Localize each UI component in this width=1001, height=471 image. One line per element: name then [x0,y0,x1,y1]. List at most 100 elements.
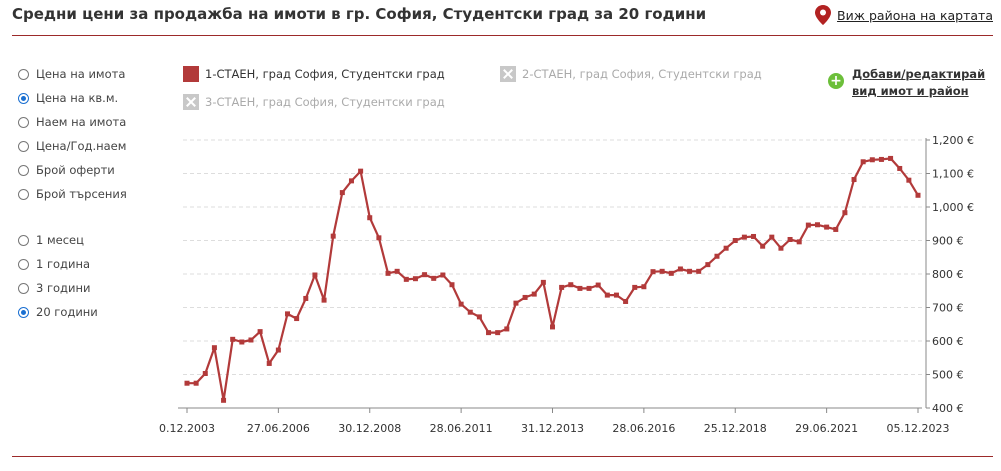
data-point [202,370,208,376]
data-point [833,226,839,232]
radio-icon[interactable] [18,116,29,128]
header-divider [12,35,993,36]
data-point [531,291,537,297]
data-point [668,270,674,276]
data-point [796,239,802,245]
data-point [403,276,409,282]
legend-swatch-disabled-icon [500,66,516,82]
period-option-3-years[interactable]: 3 години [18,276,98,300]
metric-option-price[interactable]: Цена на имота [18,62,127,86]
x-tick-label: 28.06.2011 [430,422,493,435]
x-tick-label: 31.12.2013 [521,422,584,435]
data-point [732,238,738,243]
data-point [486,330,492,336]
radio-icon[interactable] [18,258,29,270]
data-point [878,156,884,162]
data-point [842,210,848,216]
metric-option-rent[interactable]: Наем на имота [18,110,127,134]
radio-checked-icon[interactable] [18,92,29,104]
view-map-link-label: Виж района на картата [837,7,993,23]
footer-divider [12,456,993,457]
data-point [440,272,446,278]
radio-checked-icon[interactable] [18,306,29,318]
x-tick-label: 30.12.2008 [338,422,401,435]
data-point [659,268,665,274]
x-axis-ticks: 0.12.2003 27.06.2006 30.12.2008 28.06.2011 3… [159,408,949,435]
data-point [495,330,501,336]
data-point [193,380,199,386]
data-point [285,311,291,317]
data-point [751,233,757,239]
data-point [778,245,784,251]
data-point [696,268,702,274]
data-point [211,345,217,351]
period-option-1-month[interactable]: 1 месец [18,228,98,252]
data-point [266,360,272,366]
metric-option-offers-count[interactable]: Брой оферти [18,158,127,182]
data-point [650,269,656,275]
data-point [568,282,574,288]
y-tick-label: 1,100 € [932,168,974,181]
data-point [312,272,318,278]
data-point [604,292,610,298]
x-tick-label: 0.12.2003 [159,422,215,435]
metric-option-price-per-sqm[interactable]: Цена на кв.м. [18,86,127,110]
data-point [687,268,693,274]
data-point [412,276,418,282]
data-point [476,314,482,320]
data-point [888,155,894,161]
legend-item-2-room[interactable]: 2-СТАЕН, град София, Студентски град [500,66,762,82]
y-tick-label: 800 € [932,268,964,281]
data-point [522,294,528,300]
x-tick-label: 28.06.2016 [612,422,675,435]
data-point [239,339,245,345]
series-1-room [184,155,921,403]
y-tick-label: 900 € [932,235,964,248]
data-point [321,297,327,303]
y-tick-label: 700 € [932,302,964,315]
data-point [851,177,857,183]
data-point [577,285,583,291]
legend-swatch-active-icon [183,66,199,82]
data-point [897,165,903,171]
data-point [431,275,437,281]
chart-gridlines [183,139,922,375]
radio-icon[interactable] [18,164,29,176]
metric-option-price-to-rent[interactable]: Цена/Год.наем [18,134,127,158]
data-point [248,337,254,343]
metric-option-searches-count[interactable]: Брой търсения [18,182,127,206]
data-point [294,316,300,322]
legend-item-3-room[interactable]: 3-СТАЕН, град София, Студентски град [183,94,445,110]
map-pin-icon [815,5,832,25]
data-point [184,380,190,386]
add-edit-property-link[interactable]: + Добави/редактирай вид имот и район [828,66,985,100]
data-point [367,215,373,221]
data-point [330,233,336,239]
radio-icon[interactable] [18,282,29,294]
data-point [513,300,519,306]
data-point [458,301,464,307]
data-point [595,282,601,288]
data-point [385,270,391,276]
radio-icon[interactable] [18,68,29,80]
radio-icon[interactable] [18,188,29,200]
view-map-link[interactable]: Виж района на картата [815,5,993,25]
radio-icon[interactable] [18,234,29,246]
data-point [723,245,729,251]
add-link-line-2: вид имот и район [852,84,969,98]
y-axis-ticks: 400 € 500 € 600 € 700 € 800 € 900 € 1,000 € 1,1… [926,134,974,415]
data-point [339,190,345,196]
data-point [814,222,820,228]
data-point [559,284,565,290]
data-point [467,309,473,315]
y-tick-label: 1,000 € [932,201,974,214]
data-point [230,336,236,342]
chart-axes [178,138,927,409]
data-point [869,157,875,163]
period-option-20-years[interactable]: 20 години [18,300,98,324]
period-option-1-year[interactable]: 1 година [18,252,98,276]
radio-icon[interactable] [18,140,29,152]
legend-item-1-room[interactable]: 1-СТАЕН, град София, Студентски град [183,66,445,82]
data-point [275,347,281,353]
